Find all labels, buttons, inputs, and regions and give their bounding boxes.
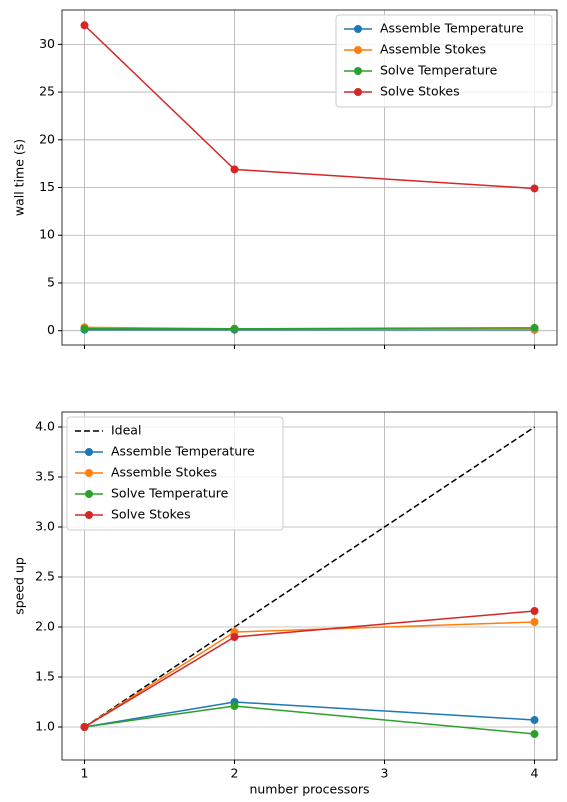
legend-marker bbox=[354, 25, 362, 33]
data-point bbox=[530, 730, 539, 738]
y-tick-label: 5 bbox=[47, 274, 55, 289]
legend-label: Assemble Stokes bbox=[111, 465, 217, 480]
x-tick-label: 1 bbox=[81, 766, 89, 781]
y-tick-label: 1.5 bbox=[35, 669, 55, 684]
y-axis-label: wall time (s) bbox=[12, 139, 27, 216]
legend: Assemble Temperature Assemble Stokes Solve… bbox=[335, 14, 553, 108]
legend-marker bbox=[354, 67, 362, 75]
legend-marker bbox=[85, 511, 93, 519]
legend-label: Assemble Temperature bbox=[380, 21, 524, 36]
y-tick-label: 15 bbox=[39, 179, 55, 194]
legend-label: Solve Stokes bbox=[380, 84, 460, 99]
data-point bbox=[230, 165, 239, 174]
legend-label: Ideal bbox=[111, 423, 141, 438]
y-tick-label: 2.0 bbox=[35, 619, 55, 634]
legend-label: Solve Temperature bbox=[111, 486, 229, 501]
data-point bbox=[530, 184, 539, 193]
data-point bbox=[530, 607, 539, 615]
legend-label: Assemble Temperature bbox=[111, 444, 255, 459]
y-tick-label: 10 bbox=[39, 227, 55, 242]
legend: Ideal Assemble Temperature Assemble Stokes… bbox=[66, 416, 284, 531]
y-tick-label: 0 bbox=[47, 322, 55, 337]
data-point bbox=[530, 618, 539, 626]
y-tick-label: 3.0 bbox=[35, 519, 55, 534]
y-tick-label: 2.5 bbox=[35, 569, 55, 584]
series-line bbox=[84, 705, 535, 735]
legend-marker bbox=[354, 88, 362, 96]
legend-label: Solve Stokes bbox=[111, 507, 191, 522]
chart: 1 2 3 4 1.0 1.5 2.0 2.5 3.0 3.5 4.0 speed up number … bbox=[12, 411, 558, 797]
series-line bbox=[84, 610, 535, 728]
data-point bbox=[230, 324, 239, 333]
x-tick-label: 4 bbox=[531, 766, 539, 781]
legend-box bbox=[66, 416, 284, 531]
x-tick-label: 3 bbox=[381, 766, 389, 781]
y-tick-label: 30 bbox=[39, 36, 55, 51]
x-tick-label: 2 bbox=[231, 766, 239, 781]
data-point bbox=[80, 324, 89, 333]
data-point bbox=[80, 723, 89, 731]
chart: 0 5 10 15 20 25 30 wall time (s) Assemble Temper… bbox=[12, 9, 558, 349]
series-line bbox=[84, 426, 535, 728]
data-point bbox=[230, 633, 239, 641]
legend-box bbox=[335, 14, 553, 108]
legend-marker bbox=[354, 46, 362, 54]
y-tick-label: 4.0 bbox=[35, 419, 55, 434]
y-axis-label: speed up bbox=[12, 557, 27, 615]
plot-frame bbox=[61, 411, 558, 761]
legend-label: Assemble Stokes bbox=[380, 42, 486, 57]
y-tick-label: 1.0 bbox=[35, 719, 55, 734]
legend-label: Solve Temperature bbox=[380, 63, 498, 78]
data-point bbox=[530, 716, 539, 724]
legend-marker bbox=[85, 490, 93, 498]
data-point bbox=[530, 323, 539, 332]
data-point bbox=[230, 702, 239, 710]
legend-marker bbox=[85, 448, 93, 456]
plot-frame bbox=[61, 9, 558, 346]
x-axis-label: number processors bbox=[249, 782, 369, 797]
y-tick-label: 20 bbox=[39, 131, 55, 146]
series-line bbox=[84, 621, 535, 728]
legend-marker bbox=[85, 469, 93, 477]
y-tick-label: 25 bbox=[39, 84, 55, 99]
data-point bbox=[80, 21, 89, 30]
series-line bbox=[84, 701, 535, 728]
y-tick-label: 3.5 bbox=[35, 469, 55, 484]
